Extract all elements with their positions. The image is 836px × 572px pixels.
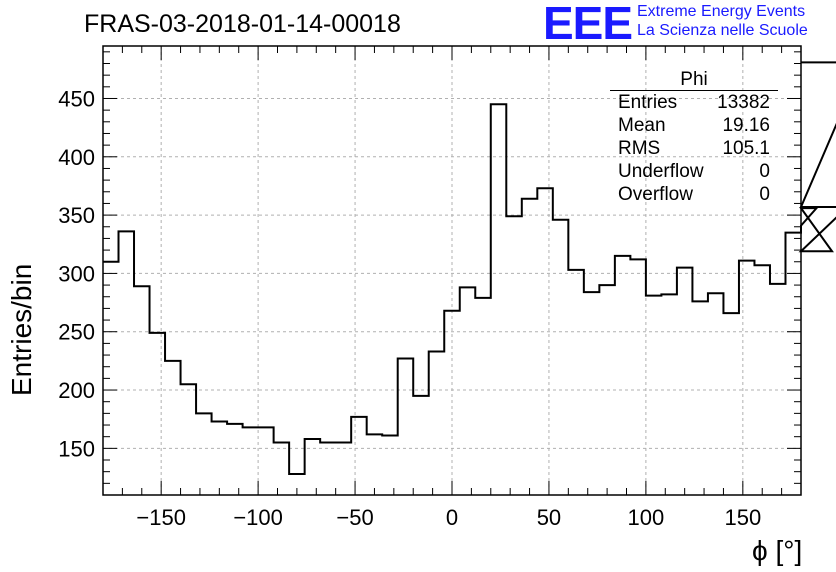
stats-value: 0: [759, 161, 770, 182]
y-tick-label: 450: [58, 86, 95, 111]
x-tick-label: 0: [446, 505, 458, 530]
histogram-series: [103, 61, 836, 476]
stats-row: RMS 105.1: [610, 137, 778, 160]
stats-value: 105.1: [722, 138, 770, 159]
stats-value: 19.16: [722, 115, 770, 136]
stats-value: 0: [759, 184, 770, 205]
y-tick-label: 150: [58, 436, 95, 461]
logo-caption-line2: La Scienza nelle Scuole: [637, 22, 808, 39]
stats-label: Overflow: [618, 184, 693, 205]
x-tick-label: −150: [136, 505, 186, 530]
x-tick-label: 150: [724, 505, 761, 530]
stats-row: Entries 13382: [610, 91, 778, 114]
stats-row: Underflow 0: [610, 160, 778, 183]
stats-name: Phi: [610, 70, 778, 91]
eee-logo: EEE: [543, 0, 633, 49]
stats-box: Phi Entries 13382 Mean 19.16 RMS 105.1 Unde…: [610, 70, 778, 206]
x-tick-label: −50: [336, 505, 373, 530]
plot-frame: [102, 45, 802, 496]
y-tick-label: 300: [58, 261, 95, 286]
y-tick-label: 250: [58, 320, 95, 345]
x-axis-label: ϕ [°]: [752, 535, 803, 566]
stats-row: Overflow 0: [610, 183, 778, 206]
x-tick-label: 100: [628, 505, 665, 530]
logo-caption-line1: Extreme Energy Events: [637, 3, 806, 20]
x-tick-label: −100: [233, 505, 283, 530]
stats-row: Mean 19.16: [610, 114, 778, 137]
x-tick-label: 50: [537, 505, 561, 530]
stats-label: Mean: [618, 115, 666, 136]
stats-label: RMS: [618, 138, 661, 159]
y-tick-label: 400: [58, 145, 95, 170]
y-tick-label: 200: [58, 378, 95, 403]
stats-value: 13382: [717, 92, 770, 113]
stats-label: Underflow: [618, 161, 704, 182]
stats-label: Entries: [618, 92, 678, 113]
logo-caption: Extreme Energy Events La Scienza nelle S…: [637, 2, 808, 40]
chart-title: FRAS-03-2018-01-14-00018: [84, 10, 401, 38]
y-tick-label: 350: [58, 203, 95, 228]
